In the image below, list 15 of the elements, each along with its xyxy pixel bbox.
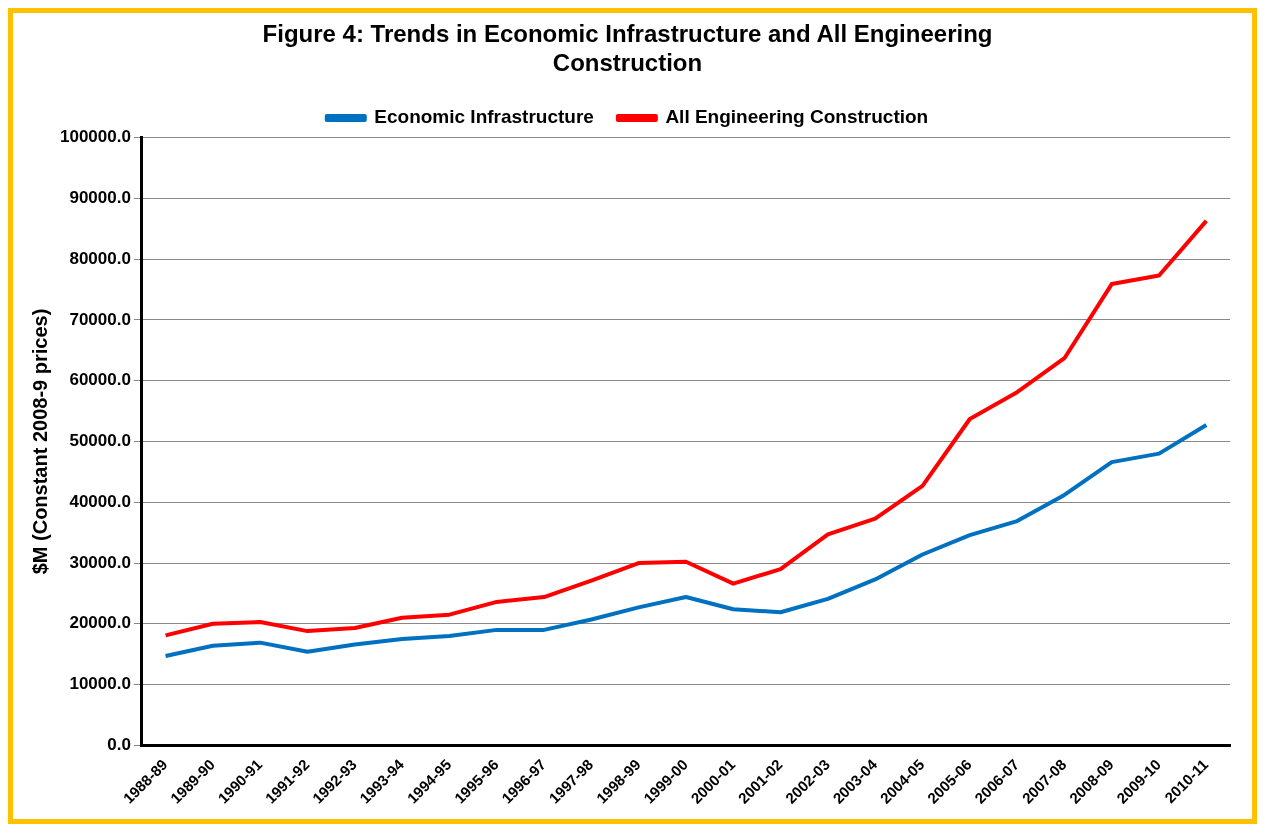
legend-label: All Engineering Construction bbox=[665, 106, 929, 128]
y-tick-label: 10000.0 bbox=[69, 674, 131, 694]
y-tick-label: 90000.0 bbox=[69, 188, 131, 208]
y-tick-label: 80000.0 bbox=[69, 248, 131, 268]
y-tick-label: 30000.0 bbox=[69, 552, 131, 572]
y-tick-label: 0.0 bbox=[107, 735, 131, 755]
y-tick-label: 40000.0 bbox=[69, 491, 131, 511]
y-tick-label: 20000.0 bbox=[69, 613, 131, 633]
y-tick-label: 50000.0 bbox=[69, 431, 131, 451]
legend-label: Economic Infrastructure bbox=[374, 106, 594, 128]
chart-title: Figure 4: Trends in Economic Infrastructure and All Engineering Construction bbox=[262, 20, 993, 76]
y-tick-label: 70000.0 bbox=[69, 309, 131, 329]
y-axis-title: $M (Constant 2008-9 prices) bbox=[28, 308, 51, 575]
y-tick-label: 60000.0 bbox=[69, 370, 131, 390]
y-tick-label: 100000.0 bbox=[60, 127, 131, 147]
